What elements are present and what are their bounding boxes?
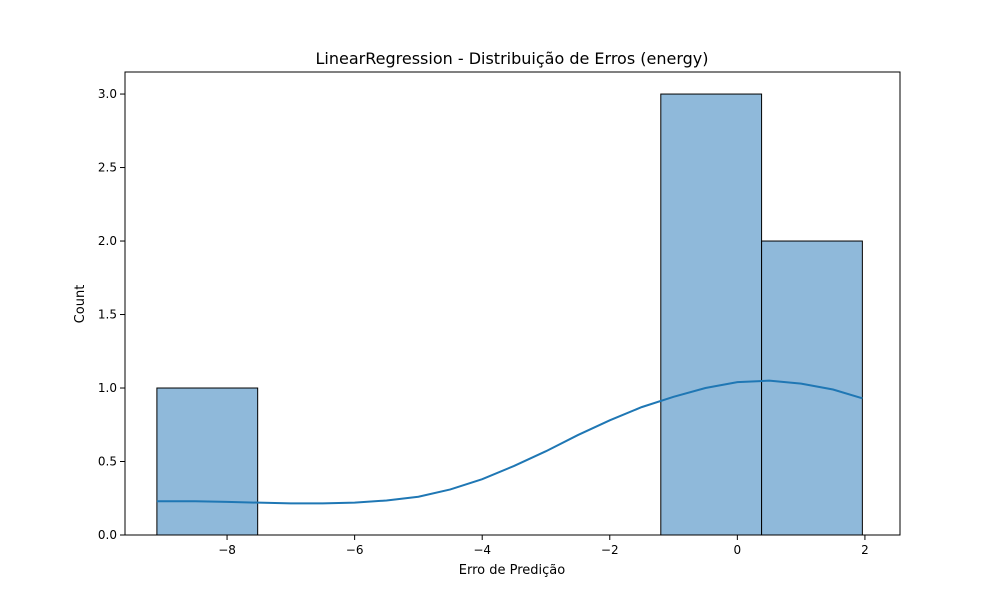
x-axis-ticks: −8 −6 −4 −2 0 2 xyxy=(218,535,869,557)
y-tick-label: 0.5 xyxy=(98,455,117,469)
chart-title: LinearRegression - Distribuição de Erros… xyxy=(316,49,709,68)
histogram-bar-6 xyxy=(761,240,863,536)
x-tick-label: −4 xyxy=(473,543,491,557)
x-tick-label: −2 xyxy=(601,543,619,557)
histogram-bar-5 xyxy=(660,93,763,536)
y-tick-label: 1.5 xyxy=(98,308,117,322)
y-tick-label: 0.0 xyxy=(98,528,117,542)
y-tick-label: 2.5 xyxy=(98,161,117,175)
y-tick-label: 1.0 xyxy=(98,381,117,395)
y-tick-label: 3.0 xyxy=(98,87,117,101)
plot-frame xyxy=(124,71,901,536)
x-tick-label: 0 xyxy=(734,543,742,557)
y-tick-label: 2.0 xyxy=(98,234,117,248)
x-tick-label: −8 xyxy=(218,543,236,557)
x-tick-label: −6 xyxy=(346,543,364,557)
y-axis-label: Count xyxy=(73,285,88,324)
x-axis-label: Erro de Predição xyxy=(459,563,566,578)
y-axis-ticks: 0.0 0.5 1.0 1.5 2.0 2.5 3.0 xyxy=(98,87,125,542)
histogram-bar-0 xyxy=(156,387,259,536)
kde-curve xyxy=(156,379,863,505)
x-tick-label: 2 xyxy=(861,543,869,557)
bars-group xyxy=(156,93,863,536)
